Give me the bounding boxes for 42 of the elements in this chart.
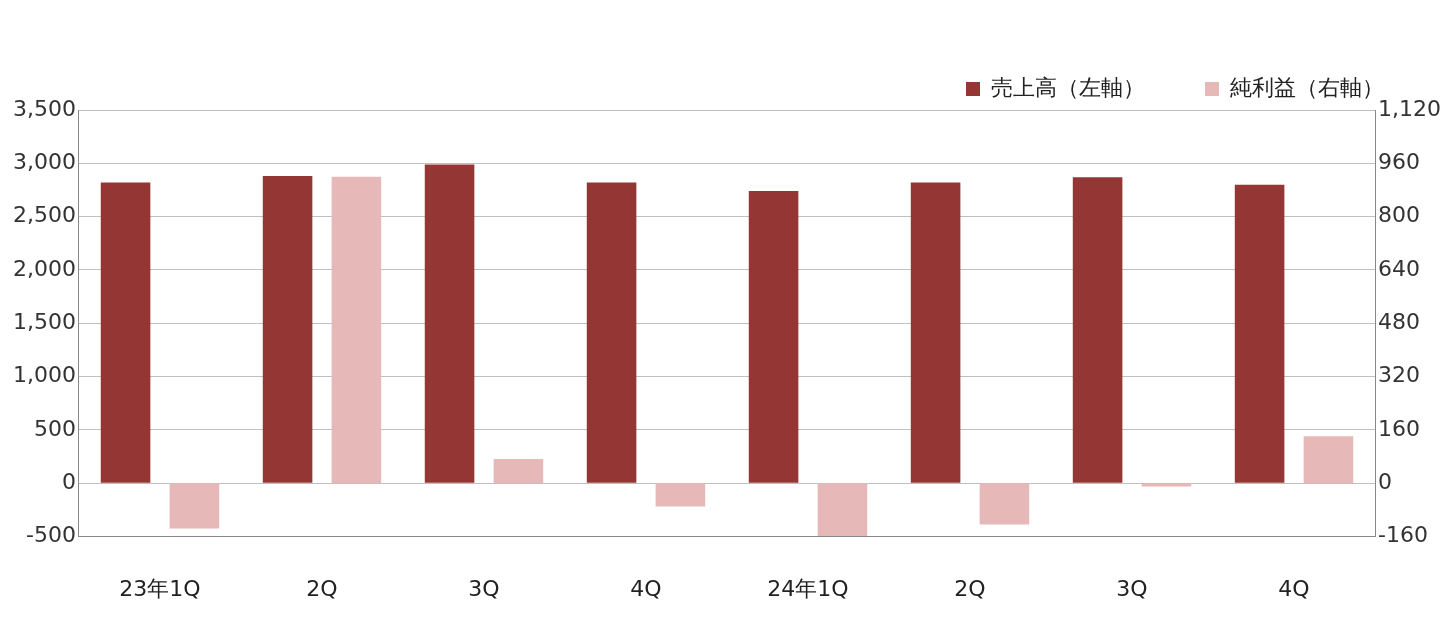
bar [331,176,382,484]
x-tick-label: 4Q [630,575,662,601]
bar [1072,177,1123,483]
legend-label: 売上高（左軸） [991,74,1145,100]
bar [1234,184,1285,483]
bar [262,176,313,483]
bar [1141,483,1192,487]
bar [1303,436,1354,484]
bar [748,191,799,483]
y-tick-label: -500 [26,522,76,548]
x-tick-label: 24年1Q [767,575,849,601]
x-tick-label: 23年1Q [119,575,201,601]
bar [817,483,868,536]
x-tick-label: 3Q [1116,575,1148,601]
x-tick-label: 2Q [306,575,338,601]
y2-tick-label: 800 [1378,202,1421,228]
y-tick-label: 3,500 [13,95,76,121]
y2-tick-label: -160 [1378,522,1428,548]
x-tick-label: 4Q [1278,575,1310,601]
y-tick-label: 3,000 [13,149,76,175]
y2-tick-label: 480 [1378,309,1421,335]
bar [493,458,544,484]
y2-tick-label: 960 [1378,149,1421,175]
y2-tick-label: 640 [1378,255,1421,281]
bar [979,483,1030,525]
y-tick-label: 1,500 [13,309,76,335]
y-tick-label: 2,500 [13,202,76,228]
y2-tick-label: 0 [1378,468,1393,494]
y2-tick-label: 320 [1378,362,1421,388]
x-tick-label: 3Q [468,575,500,601]
bar [100,182,151,483]
y-tick-label: 500 [33,415,76,441]
y2-tick-label: 160 [1378,415,1421,441]
bar [910,182,961,483]
bar [586,182,637,483]
y-tick-label: 2,000 [13,255,76,281]
x-tick-label: 2Q [954,575,986,601]
y-tick-label: 0 [61,468,76,494]
bar [424,164,475,483]
bar [169,483,220,529]
bar [655,483,706,507]
y-tick-label: 1,000 [13,362,76,388]
